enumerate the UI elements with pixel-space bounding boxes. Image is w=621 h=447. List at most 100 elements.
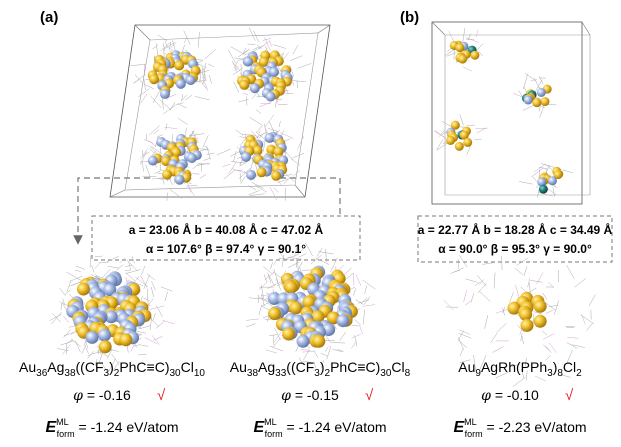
cell-edge — [582, 22, 590, 35]
ligand — [142, 345, 149, 346]
formula-text: Ag — [258, 359, 275, 375]
atom — [174, 60, 184, 70]
ligand — [359, 325, 362, 334]
ligand — [566, 327, 574, 328]
lattice-angles: α = 90.0° β = 95.3° γ = 90.0° — [438, 242, 592, 256]
ligand — [546, 303, 556, 311]
ligand — [87, 351, 93, 359]
formula-text: PhC≡C) — [330, 359, 380, 375]
formula-text: ((CF — [286, 359, 314, 375]
ligand — [356, 274, 361, 285]
ligand — [67, 272, 77, 278]
ligand — [185, 128, 186, 137]
ligand — [535, 376, 546, 381]
ligand — [291, 81, 306, 82]
atom — [539, 185, 548, 194]
lattice-lengths: a = 22.77 Å b = 18.28 Å c = 34.49 Å — [418, 222, 613, 237]
lattice-lengths: a = 23.06 Å b = 40.08 Å c = 47.02 Å — [129, 222, 324, 237]
ligand — [203, 158, 211, 161]
atom — [463, 138, 472, 147]
ligand — [458, 337, 464, 349]
energy-line: EMLform = -1.24 eV/atom — [253, 417, 386, 439]
ligand — [298, 63, 311, 68]
atom — [455, 142, 464, 151]
ligand — [513, 378, 526, 387]
ligand — [241, 176, 246, 184]
formula-text: Cl — [391, 359, 404, 375]
ligand — [273, 45, 286, 49]
phi-line: φ = -0.10 — [481, 387, 539, 404]
atom — [548, 176, 557, 185]
ligand — [274, 332, 281, 342]
ligand — [239, 99, 249, 101]
atom — [246, 170, 256, 180]
atom — [149, 74, 159, 84]
atom — [271, 171, 281, 181]
ligand — [301, 350, 311, 351]
ligand — [553, 187, 555, 197]
ligand — [66, 339, 73, 344]
ligand — [264, 274, 267, 281]
ligand — [156, 43, 158, 57]
ligand — [471, 293, 474, 302]
ligand — [207, 153, 215, 155]
atom — [176, 79, 186, 89]
ligand — [144, 76, 146, 90]
ligand — [154, 171, 160, 174]
ligand — [243, 93, 249, 95]
formula-text: Au — [458, 359, 475, 375]
phi-value: = -0.16 — [83, 387, 131, 403]
ligand — [465, 279, 477, 283]
ligand — [538, 190, 539, 198]
ligand — [467, 125, 475, 126]
ligand — [519, 181, 533, 184]
ligand — [151, 96, 162, 108]
ligand — [249, 117, 262, 125]
ligand — [141, 266, 145, 275]
formula-subscript: 10 — [194, 368, 206, 379]
ligand — [148, 140, 154, 145]
panel-label: (b) — [400, 9, 419, 26]
ligand — [256, 110, 261, 114]
atom — [446, 136, 455, 145]
atom — [243, 57, 253, 67]
energy-sub: form — [57, 429, 75, 439]
ligand — [539, 167, 548, 169]
ligand — [482, 263, 493, 265]
formula-subscript: 38 — [64, 368, 76, 379]
ligand — [50, 314, 62, 320]
ligand — [162, 320, 174, 324]
ligand — [572, 345, 585, 348]
formula: Au38Ag33((CF3)2PhC≡C)30Cl8 — [230, 359, 411, 379]
ligand — [515, 285, 519, 298]
ligand — [542, 331, 547, 335]
ligand — [344, 268, 351, 274]
atom — [312, 335, 325, 348]
ligand — [82, 345, 86, 354]
ligand — [459, 330, 470, 335]
atom — [119, 333, 132, 346]
ligand — [131, 64, 146, 66]
ligand — [351, 341, 356, 348]
ligand — [292, 153, 303, 158]
ligand — [153, 313, 156, 321]
atom — [458, 55, 467, 64]
atom — [160, 89, 170, 99]
ligand — [539, 76, 543, 84]
formula-subscript: 30 — [170, 368, 182, 379]
ligand — [444, 300, 454, 310]
atom — [520, 319, 533, 332]
formula-subscript: 33 — [275, 368, 287, 379]
ligand — [117, 265, 124, 270]
ligand — [263, 38, 271, 40]
ligand — [142, 161, 144, 171]
ligand — [134, 276, 140, 283]
ligand — [203, 135, 209, 147]
atom — [86, 331, 99, 344]
energy-line: EMLform = -1.24 eV/atom — [45, 417, 178, 439]
ligand — [125, 270, 131, 271]
atom — [187, 153, 197, 163]
ligand — [293, 45, 298, 54]
ligand — [196, 59, 203, 60]
atom — [241, 152, 251, 162]
